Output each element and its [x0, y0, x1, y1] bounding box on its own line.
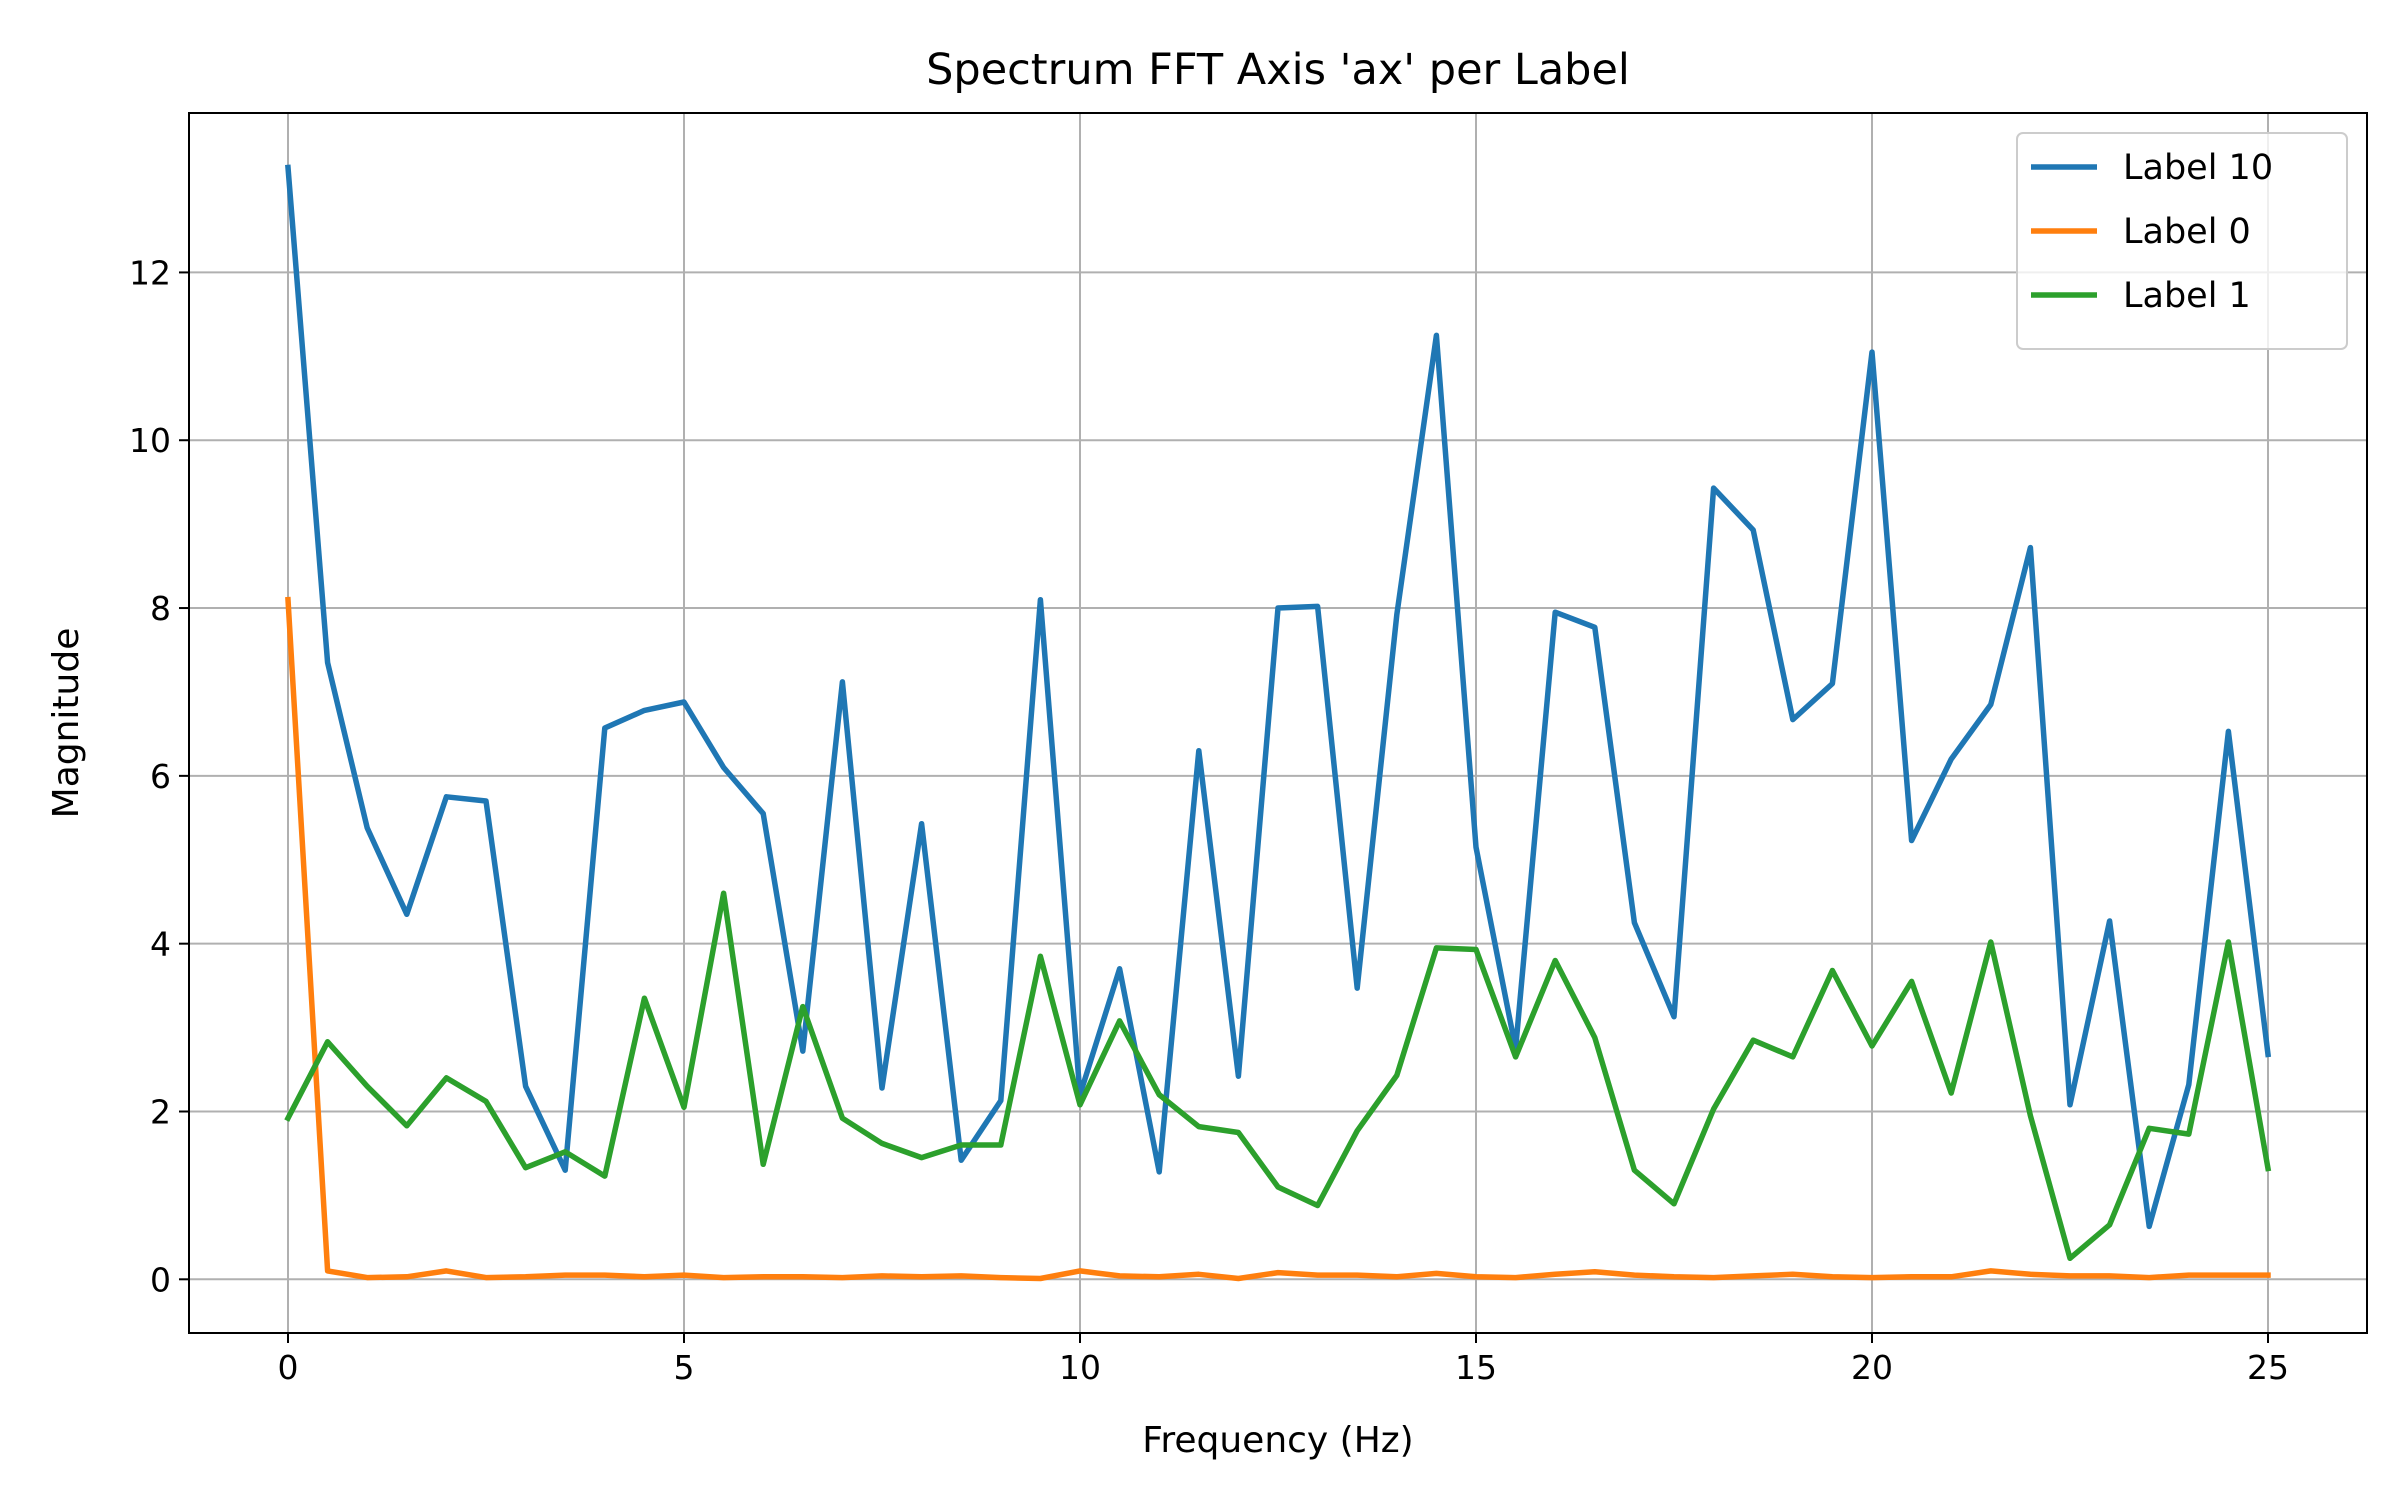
x-axis-title: Frequency (Hz) [1142, 1420, 1413, 1461]
chart-title: Spectrum FFT Axis 'ax' per Label [926, 45, 1630, 95]
y-tick-label: 8 [150, 589, 171, 628]
x-tick-label: 15 [1455, 1348, 1497, 1387]
y-tick-label: 6 [150, 757, 171, 796]
y-tick-label: 2 [150, 1092, 171, 1131]
x-tick-label: 5 [674, 1348, 695, 1387]
y-tick-label: 0 [150, 1260, 171, 1299]
axis-ticks: 0 5 10 15 20 25 0 2 4 6 8 10 12 [129, 253, 2289, 1387]
legend-label: Label 1 [2123, 276, 2251, 316]
series-lines [284, 164, 2272, 1282]
y-tick-label: 10 [129, 421, 171, 460]
series-line-label-1 [284, 890, 2272, 1262]
legend: Label 10 Label 0 Label 1 [2016, 132, 2348, 350]
x-tick-label: 20 [1851, 1348, 1893, 1387]
y-axis-title: Magnitude [46, 628, 87, 819]
series-line-label-10 [285, 164, 2272, 1230]
series-line-label-0 [285, 596, 2271, 1282]
legend-label: Label 0 [2123, 212, 2251, 252]
legend-label: Label 10 [2123, 148, 2273, 188]
legend-box [2016, 132, 2348, 350]
x-tick-label: 0 [278, 1348, 299, 1387]
plot-frame [188, 112, 2368, 1334]
x-tick-label: 25 [2247, 1348, 2289, 1387]
y-tick-label: 4 [150, 925, 171, 964]
y-tick-label: 12 [129, 253, 171, 292]
x-tick-label: 10 [1059, 1348, 1101, 1387]
